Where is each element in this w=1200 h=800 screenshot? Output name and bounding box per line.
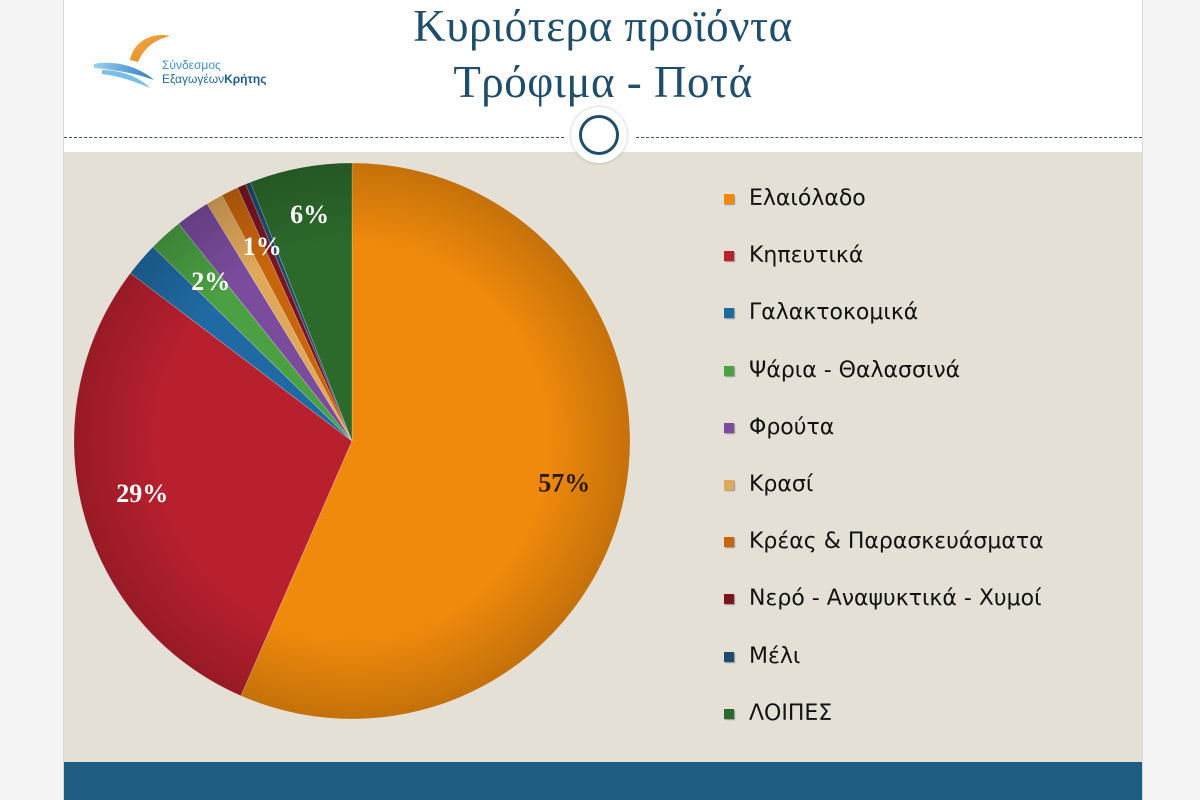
legend-swatch xyxy=(724,651,734,662)
divider-ring-icon xyxy=(571,107,627,163)
legend-label: Ελαιόλαδο xyxy=(749,186,866,211)
legend-swatch xyxy=(724,308,734,319)
pie-chart: 57% 29% 2% 1% 6% xyxy=(73,162,631,720)
logo-text-line2: ΕξαγωγέωνΚρήτης xyxy=(162,72,266,86)
page-margin-right xyxy=(1148,0,1200,800)
logo-text-line2a: Εξαγωγέων xyxy=(162,72,225,86)
legend-label: Ψάρια - Θαλασσινά xyxy=(749,357,961,383)
legend-swatch xyxy=(724,708,734,719)
legend-label: Γαλακτοκομικά xyxy=(749,300,919,326)
legend-swatch xyxy=(724,422,734,433)
legend-swatch xyxy=(724,537,734,548)
logo: Σύνδεσμος ΕξαγωγέωνΚρήτης xyxy=(92,30,292,102)
pie-data-label: 6% xyxy=(290,200,329,229)
pie-data-label: 1% xyxy=(243,232,282,261)
logo-text-line2b: Κρήτης xyxy=(224,72,267,86)
legend-swatch xyxy=(724,480,734,490)
page-margin-left xyxy=(0,0,58,800)
legend-label: Κρέας & Παρασκευάσματα xyxy=(749,529,1044,555)
legend-swatch xyxy=(724,365,734,376)
header-divider-right xyxy=(636,137,1142,138)
legend-label: Κρασί xyxy=(749,472,814,497)
legend-label: ΛΟΙΠΕΣ xyxy=(749,700,833,726)
legend-label: Κηπευτικά xyxy=(749,243,864,269)
legend-swatch xyxy=(724,251,734,262)
slide-header: Σύνδεσμος ΕξαγωγέωνΚρήτης Κυριότερα προϊ… xyxy=(64,0,1142,152)
legend-label: Μέλι xyxy=(749,643,801,669)
legend-label: Νερό - Αναψυκτικά - Χυμοί xyxy=(749,586,1042,612)
pie-data-label: 2% xyxy=(191,267,230,296)
slide-footer-bar xyxy=(64,762,1142,800)
logo-swoosh-icon xyxy=(94,35,170,88)
slide-title-line1: Κυριότερα προϊόντα xyxy=(413,1,793,51)
legend-swatch xyxy=(724,194,734,204)
header-divider-left xyxy=(64,137,564,138)
slide: Σύνδεσμος ΕξαγωγέωνΚρήτης Κυριότερα προϊ… xyxy=(63,0,1143,800)
legend-swatch xyxy=(724,594,734,605)
pie-data-label: 29% xyxy=(116,479,168,508)
pie-data-label: 57% xyxy=(538,468,590,497)
logo-text-line1: Σύνδεσμος xyxy=(162,58,221,72)
slide-title-line2: Τρόφιμα - Ποτά xyxy=(453,57,753,107)
legend-label: Φρούτα xyxy=(749,414,835,440)
